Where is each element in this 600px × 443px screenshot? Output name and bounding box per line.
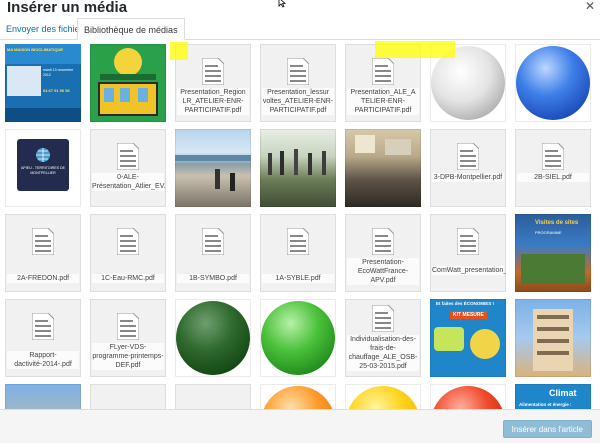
mouse-cursor-icon — [278, 0, 287, 8]
highlight-mark — [375, 41, 455, 58]
media-tile-green-house[interactable] — [90, 44, 166, 122]
media-tile-doc[interactable]: Presentation_lessur voltes_ATELIER-ENR-P… — [260, 44, 336, 122]
media-tile-meeting-photo[interactable] — [345, 129, 421, 207]
media-tile-doc[interactable]: 1B-SYMBO.pdf — [175, 214, 251, 292]
blue-circle — [516, 46, 590, 120]
modal-title: Insérer un média — [7, 0, 128, 16]
document-icon — [117, 228, 139, 255]
media-tile-building-photo[interactable] — [515, 299, 591, 377]
media-tile-orange-circle[interactable] — [260, 384, 336, 409]
media-tile-greenhouse-photo[interactable] — [260, 129, 336, 207]
document-icon — [542, 143, 564, 170]
modal-tabs: Envoyer des fichiers Bibliothèque de méd… — [0, 18, 600, 40]
document-icon — [372, 228, 394, 255]
yellow-circle — [346, 386, 420, 409]
poster-date: mardi 13 novembre 2012 — [43, 68, 74, 77]
poster-title: MA MAISON BIOCLIMATIQUE — [7, 47, 63, 52]
dark-green-circle — [176, 301, 250, 375]
document-icon — [457, 228, 479, 255]
media-tile-building[interactable] — [5, 384, 81, 409]
tab-upload-files[interactable]: Envoyer des fichiers — [6, 24, 88, 34]
media-tile-doc[interactable]: Individualisation-des-frais-de-chauffage… — [345, 299, 421, 377]
document-icon — [32, 313, 54, 340]
logo-text: APIEU - TERRITOIRES DE MONTPELLIER — [21, 166, 65, 175]
file-name: Presentation_lessur voltes_ATELIER-ENR-P… — [262, 88, 334, 115]
document-icon — [372, 58, 394, 85]
media-tile-poster[interactable]: MA MAISON BIOCLIMATIQUE mardi 13 novembr… — [5, 44, 81, 122]
file-name: Presentation_ALE_A TELIER-ENR-PARTICIPAT… — [347, 88, 419, 115]
modal-header: Insérer un média ✕ — [0, 0, 600, 22]
media-grid: MA MAISON BIOCLIMATIQUE mardi 13 novembr… — [0, 40, 600, 409]
file-name: 1C-Eau-RMC.pdf — [92, 274, 164, 283]
document-icon — [117, 313, 139, 340]
media-tile-doc[interactable]: Presentation_Region LR_ATELIER-ENR-PARTI… — [175, 44, 251, 122]
flyer-subtitle: PROGRAMME — [535, 230, 562, 235]
file-name: ComWatt_presentation_ALE.pdf — [432, 266, 506, 275]
file-name: Individualisation-des-frais-de-chauffage… — [347, 335, 419, 371]
media-tile-doc[interactable]: 2B-SIEL.pdf — [515, 129, 591, 207]
media-tile-doc[interactable]: 1A-SYBLE.pdf — [260, 214, 336, 292]
file-name: Rapport-dactivité-2014-.pdf — [7, 351, 79, 369]
flyer-subtitle: Alimentation et énergie : — [519, 402, 572, 407]
insert-into-post-button[interactable]: Insérer dans l'article — [502, 420, 592, 438]
document-icon — [287, 228, 309, 255]
media-tile-apieu-logo[interactable]: APIEU - TERRITOIRES DE MONTPELLIER — [5, 129, 81, 207]
document-icon — [202, 58, 224, 85]
file-name: 3-DPB-Montpellier.pdf — [432, 173, 504, 182]
document-icon — [202, 228, 224, 255]
media-tile-kit-mesure-flyer[interactable]: Et faites des ÉCONOMIES ! KIT MESURE — [430, 299, 506, 377]
flyer-title: Visites de sites — [535, 220, 579, 226]
media-tile-blue-circle[interactable] — [515, 44, 591, 122]
media-tile-doc[interactable]: 2A-FREDON.pdf — [5, 214, 81, 292]
globe-icon — [36, 148, 50, 162]
media-tile-doc[interactable]: ComWatt_presentation_ALE.pdf — [430, 214, 506, 292]
file-name: 2A-FREDON.pdf — [7, 274, 79, 283]
modal-footer: Insérer dans l'article — [0, 409, 600, 443]
tab-media-library[interactable]: Bibliothèque de médias — [77, 18, 185, 40]
file-name: Presentation_Region LR_ATELIER-ENR-PARTI… — [177, 88, 249, 115]
media-tile-yellow-circle[interactable] — [345, 384, 421, 409]
media-tile-red-circle[interactable] — [430, 384, 506, 409]
flyer-title: Climat — [549, 388, 577, 398]
file-name: 1A-SYBLE.pdf — [262, 274, 334, 283]
file-name: Presentation-EcoWattFrance-APV.pdf — [347, 258, 419, 285]
media-tile-climat-flyer[interactable]: Climat Alimentation et énergie : — [515, 384, 591, 409]
media-tile-doc[interactable]: Presentation_ALE_A TELIER-ENR-PARTICIPAT… — [345, 44, 421, 122]
file-name: 0-ALE-Présentation_Atlier_EV.pdf — [92, 173, 166, 191]
media-tile-grey-circle[interactable] — [430, 44, 506, 122]
flyer-badge: KIT MESURE — [450, 311, 487, 319]
media-tile-seaside-photo[interactable] — [175, 129, 251, 207]
media-tile-doc[interactable]: 0-ALE-Présentation_Atlier_EV.pdf — [90, 129, 166, 207]
media-tile-partial[interactable] — [175, 384, 251, 409]
media-tile-doc[interactable]: Rapport-dactivité-2014-.pdf — [5, 299, 81, 377]
document-icon — [32, 228, 54, 255]
file-name: 1B-SYMBO.pdf — [177, 274, 249, 283]
highlight-mark — [170, 42, 188, 60]
close-icon[interactable]: ✕ — [584, 0, 595, 13]
file-name: 2B-SIEL.pdf — [517, 173, 589, 182]
media-tile-green-circle[interactable] — [260, 299, 336, 377]
document-icon — [287, 58, 309, 85]
media-tile-doc[interactable]: 1C-Eau-RMC.pdf — [90, 214, 166, 292]
media-tile-doc[interactable]: FLyer-VDS-programme-printemps-DEF.pdf — [90, 299, 166, 377]
file-name: FLyer-VDS-programme-printemps-DEF.pdf — [92, 343, 164, 370]
media-tile-partial[interactable] — [90, 384, 166, 409]
red-circle — [431, 386, 505, 409]
media-tile-dark-green-circle[interactable] — [175, 299, 251, 377]
document-icon — [117, 143, 139, 170]
document-icon — [372, 305, 394, 332]
media-tile-doc[interactable]: 3-DPB-Montpellier.pdf — [430, 129, 506, 207]
grey-circle — [431, 46, 505, 120]
orange-circle — [261, 386, 335, 409]
poster-phone: 04 67 91 96 96 — [43, 88, 70, 93]
flyer-title: Et faites des ÉCONOMIES ! — [436, 301, 495, 306]
green-circle — [261, 301, 335, 375]
media-tile-doc[interactable]: Presentation-EcoWattFrance-APV.pdf — [345, 214, 421, 292]
media-tile-visites-flyer[interactable]: Visites de sites PROGRAMME — [515, 214, 591, 292]
document-icon — [457, 143, 479, 170]
